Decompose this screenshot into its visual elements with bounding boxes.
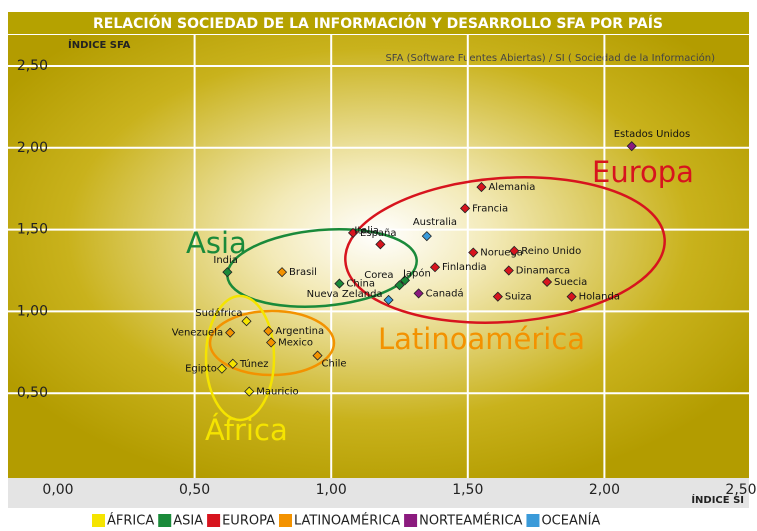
- chart-title: RELACIÓN SOCIEDAD DE LA INFORMACIÓN Y DE…: [93, 14, 663, 32]
- axis-strip: [8, 478, 749, 508]
- point-label: Estados Unidos: [614, 129, 691, 140]
- point-label: Venezuela: [172, 328, 223, 339]
- point-label: España: [360, 228, 396, 239]
- point: [266, 337, 277, 348]
- y-tick-label: 0,50: [17, 385, 48, 401]
- legend-label: ÁFRICA: [107, 513, 154, 529]
- point: [334, 278, 345, 289]
- point-label: Reino Unido: [521, 246, 581, 257]
- point: [476, 181, 487, 193]
- legend-swatch: [279, 514, 292, 527]
- point-label: Egipto: [185, 364, 217, 375]
- point-label: Noruega: [480, 248, 523, 259]
- point: [429, 262, 441, 273]
- point-label: Túnez: [239, 358, 269, 370]
- point: [241, 316, 252, 327]
- subtitle: SFA (Software Fuentes Abiertas) / SI ( S…: [385, 52, 715, 64]
- point-label: Alemania: [488, 182, 535, 193]
- point: [312, 350, 323, 361]
- point-label: Italia: [354, 225, 379, 236]
- x-axis-label: ÍNDICE SI: [691, 493, 744, 506]
- point-label: Canadá: [426, 287, 464, 299]
- point: [509, 245, 520, 256]
- point: [263, 325, 274, 337]
- legend-swatch: [526, 514, 540, 527]
- point: [222, 267, 233, 278]
- legend-label: LATINOAMÉRICA: [294, 513, 400, 529]
- point-label: Mexico: [278, 337, 313, 348]
- legend-label: NORTEAMÉRICA: [419, 513, 522, 529]
- legend-label: ASIA: [173, 514, 203, 529]
- x-tick-label: 1,50: [452, 482, 483, 498]
- point-label: Australia: [413, 217, 457, 228]
- point: [492, 291, 503, 302]
- y-tick-label: 2,00: [17, 140, 48, 156]
- point: [276, 267, 288, 278]
- point-label: India: [213, 255, 238, 266]
- point: [383, 294, 394, 306]
- legend-label: OCEANÍA: [541, 513, 600, 529]
- point: [394, 280, 405, 291]
- africa-ellipse: [204, 294, 276, 422]
- point: [626, 141, 637, 152]
- region-label: Europa: [592, 155, 694, 189]
- x-tick-label: 1,00: [316, 482, 347, 498]
- point-label: Suiza: [505, 292, 532, 303]
- point: [216, 363, 227, 374]
- y-tick-label: 1,00: [17, 303, 48, 319]
- point-label: Suecia: [554, 277, 587, 288]
- point-label: Dinamarca: [516, 266, 570, 277]
- point-label: Nueva Zelanda: [307, 289, 383, 300]
- legend-swatch: [92, 514, 105, 527]
- point: [413, 288, 424, 299]
- legend-swatch: [207, 514, 221, 527]
- point-label: Japón: [402, 267, 431, 279]
- point: [421, 231, 432, 242]
- legend-swatch: [158, 514, 172, 527]
- point: [399, 275, 411, 286]
- point: [227, 358, 238, 369]
- point-label: Francia: [472, 203, 508, 214]
- x-tick-label: 2,50: [725, 482, 756, 498]
- x-tick-label: 0,50: [179, 482, 210, 498]
- point-label: Corea: [364, 270, 393, 281]
- point-label: China: [346, 279, 375, 290]
- point: [375, 239, 386, 250]
- point: [347, 227, 359, 238]
- region-label: Latinoamérica: [378, 322, 585, 356]
- legend-label: EUROPA: [222, 514, 275, 529]
- y-axis-label: ÍNDICE SFA: [68, 38, 131, 51]
- europa-ellipse: [344, 176, 666, 324]
- point-label: Holanda: [579, 292, 620, 303]
- title-bar: [8, 12, 749, 34]
- point: [460, 203, 471, 214]
- point-label: Brasil: [289, 267, 317, 278]
- region-label: África: [205, 413, 288, 447]
- point: [468, 247, 479, 258]
- point-label: Argentina: [275, 326, 324, 337]
- plot-background: [8, 35, 749, 478]
- region-label: Asia: [186, 226, 247, 260]
- y-tick-label: 1,50: [17, 222, 48, 238]
- point-label: Sudáfrica: [195, 307, 242, 319]
- point: [566, 291, 577, 302]
- point-label: Mauricio: [256, 387, 298, 398]
- x-tick-label: 0,00: [42, 482, 73, 498]
- point: [503, 265, 514, 276]
- legend-swatch: [404, 514, 418, 527]
- x-tick-label: 2,00: [589, 482, 620, 498]
- point: [244, 386, 255, 397]
- point-label: Finlandia: [442, 262, 487, 273]
- y-tick-label: 2,50: [17, 58, 48, 74]
- point-label: Chile: [322, 359, 347, 370]
- point: [225, 327, 236, 338]
- point: [541, 276, 553, 288]
